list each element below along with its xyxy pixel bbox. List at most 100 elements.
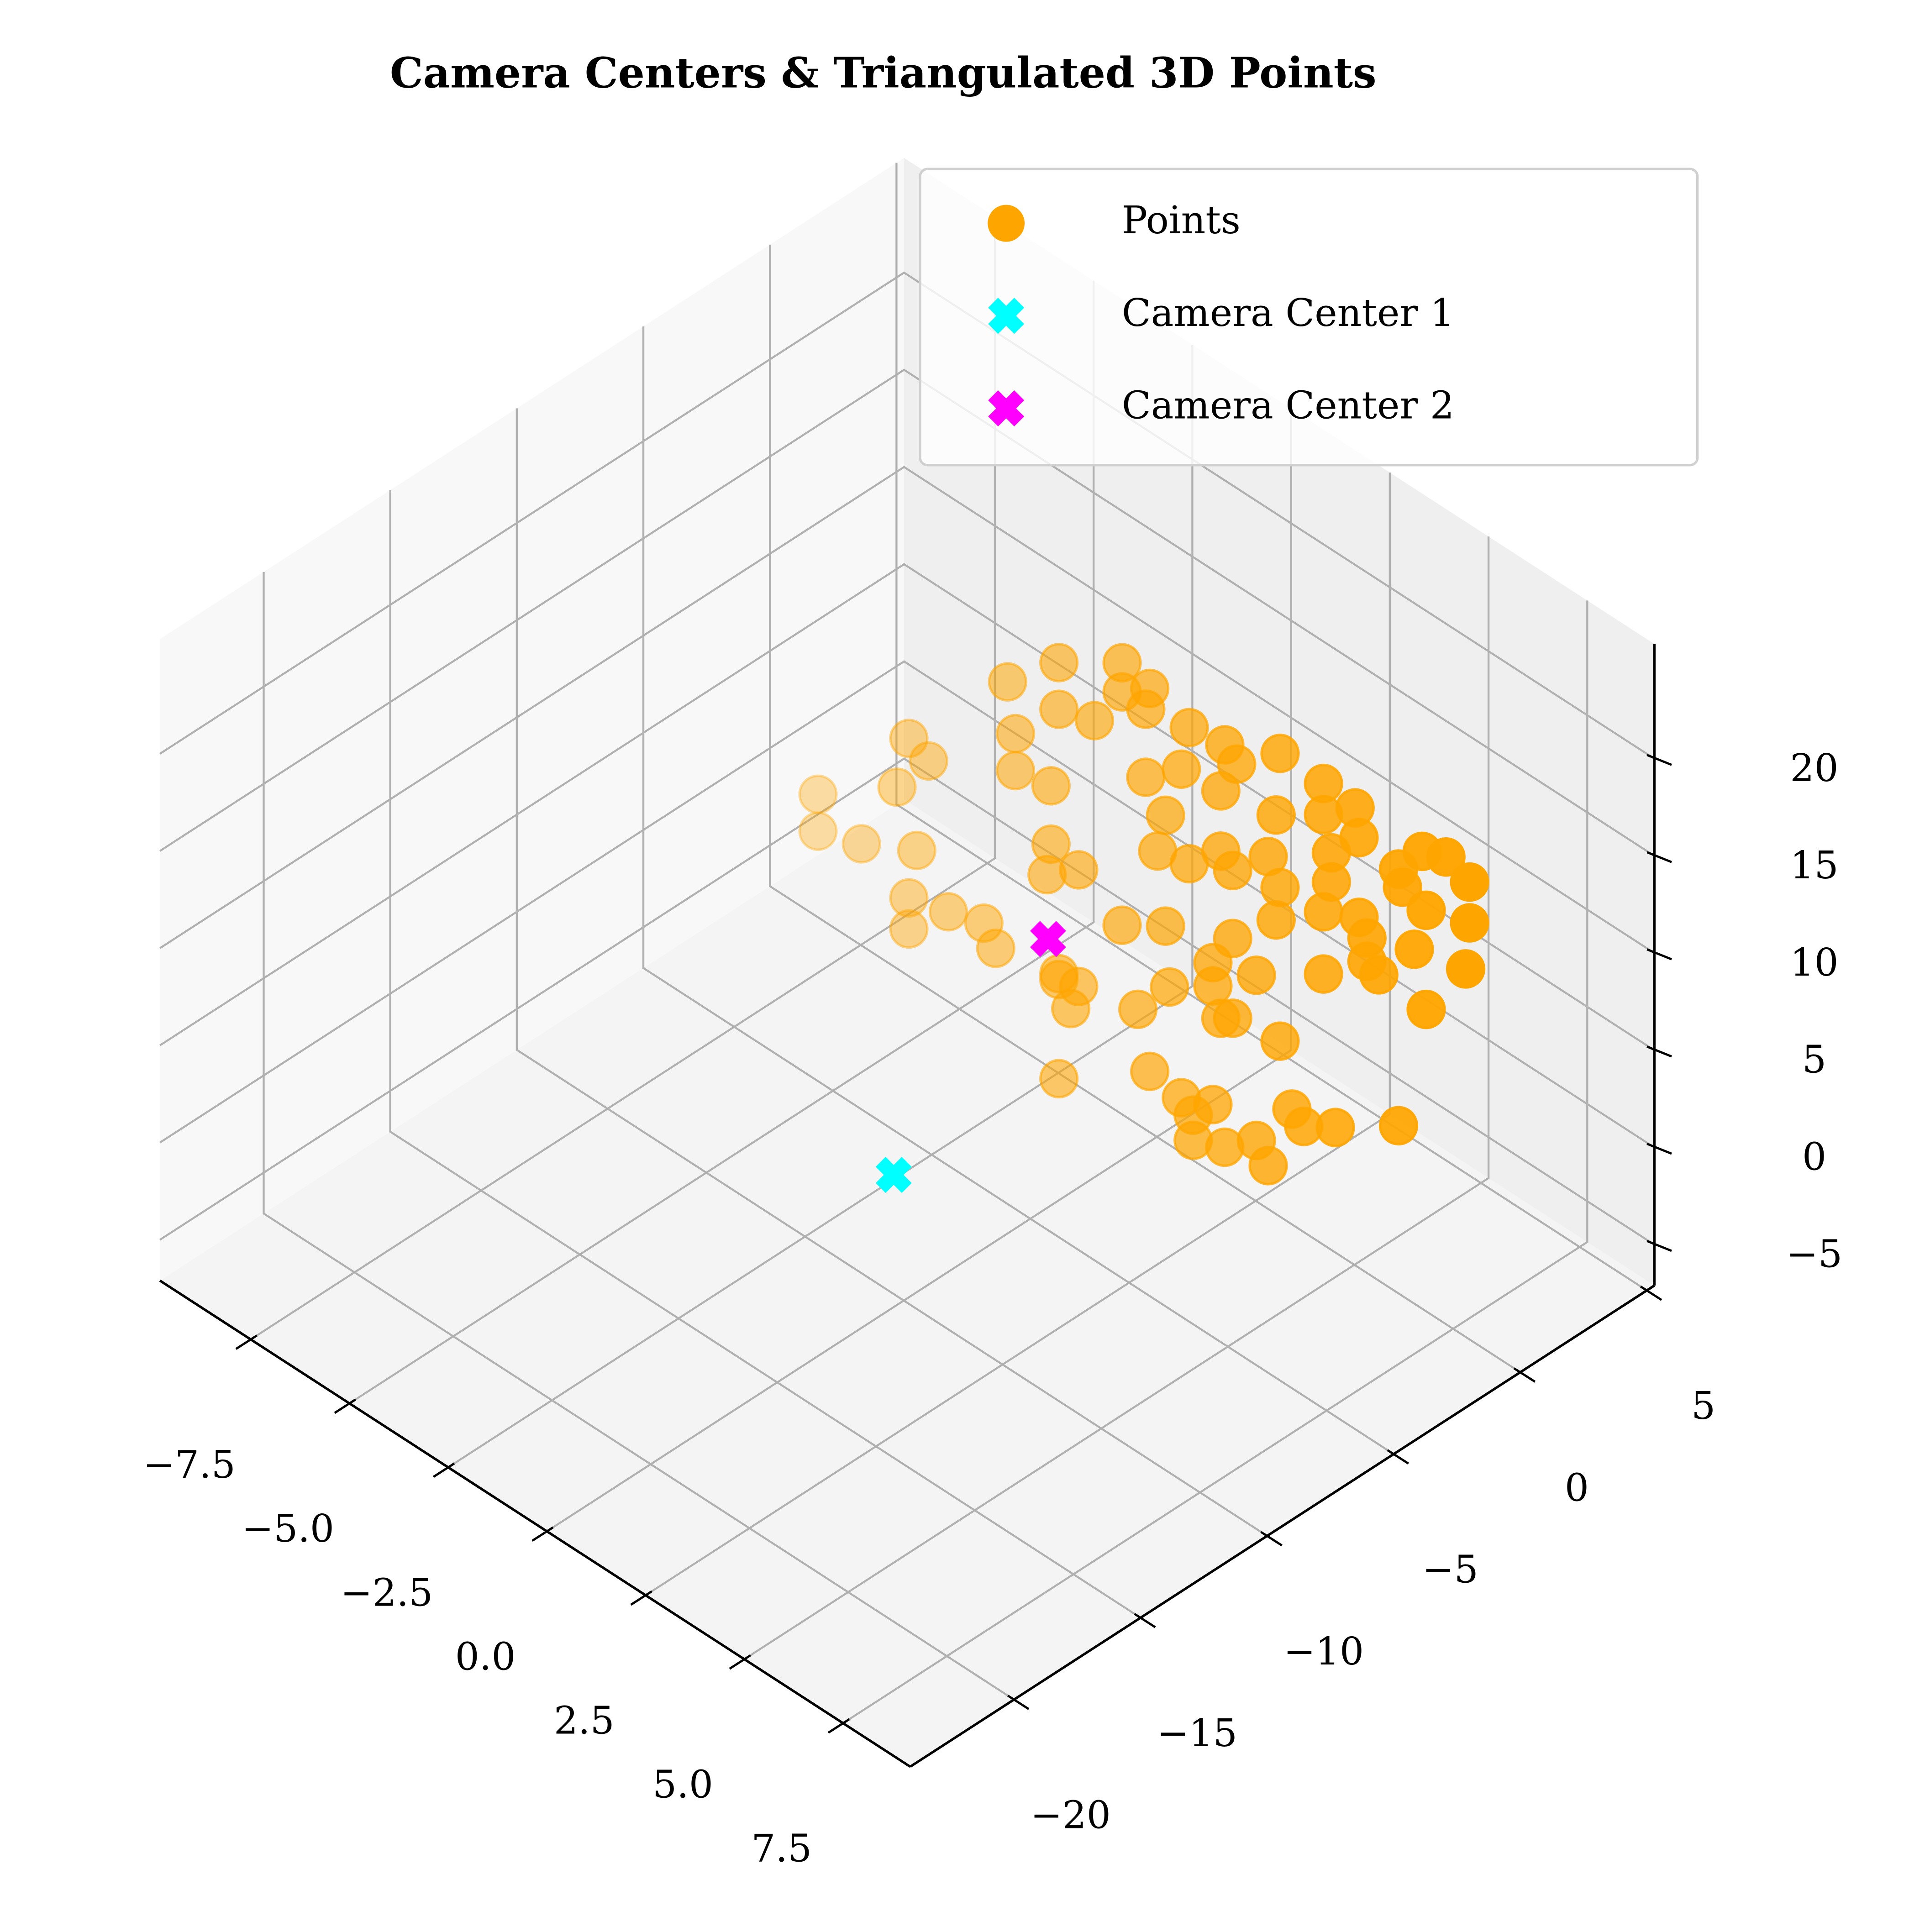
marks [798,643,1489,1193]
point [1260,734,1300,773]
point [1406,989,1446,1029]
point [1256,795,1296,835]
point [1378,849,1419,889]
z-tick-label: 0 [1802,1134,1826,1179]
x-tick-label: 7.5 [751,1826,812,1871]
z-tick-label: 15 [1790,843,1838,887]
x-tick-label: 0.0 [455,1634,516,1679]
point [1213,850,1252,890]
y-tick-label: −15 [1157,1711,1237,1755]
point [1426,837,1466,877]
x-tick [827,1718,850,1734]
y-tick [1007,1695,1030,1710]
point [1304,954,1343,994]
point [1031,824,1071,864]
point [1260,1021,1300,1061]
point [995,751,1036,791]
legend-marker [988,205,1025,242]
grid-line [389,490,1141,1619]
x-tick [531,1526,554,1542]
grid-line [769,244,1521,1373]
point [798,774,838,814]
x-tick-label: 2.5 [554,1698,615,1743]
x-tick [630,1590,652,1606]
point [897,830,936,871]
point [1146,795,1185,835]
chart-title: Camera Centers & Triangulated 3D Points [390,48,1377,97]
point [1173,1095,1213,1135]
x-axis [159,1279,911,1768]
axes: −7.5−5.0−2.5 0.0 2.5 5.0 7.5 −20 −15 −10 −5 0 5 −5 0… [143,644,1842,1871]
point [889,909,929,949]
point [1169,708,1209,748]
point [1394,929,1434,969]
y-tick [1134,1612,1156,1628]
z-tick [1646,948,1672,961]
point [1256,900,1296,940]
grid-line [515,408,1268,1537]
point [1074,701,1115,740]
legend-marker [988,390,1025,427]
point [1126,689,1166,729]
point [798,811,838,851]
z-tick-label: 20 [1790,746,1838,790]
legend-marker [988,298,1025,334]
grid-line [349,280,1095,1404]
x-tick [432,1462,455,1478]
grid-line [263,572,1015,1701]
point [1039,643,1079,682]
grid-line [159,466,1655,954]
point [1315,1108,1355,1148]
point [1146,906,1185,946]
point [909,741,948,781]
y-tick-label: −10 [1283,1629,1364,1674]
point [1213,998,1252,1038]
x-tick-label: 5.0 [652,1762,713,1806]
point [1311,862,1352,902]
point [1051,989,1091,1029]
grid-line [159,368,1655,857]
x-tick [235,1334,258,1350]
legend: Points Camera Center 1 Camera Center 2 [919,168,1699,467]
point [1031,766,1071,806]
point [1213,919,1252,959]
y-tick [1387,1449,1409,1465]
y-tick-label: 5 [1691,1383,1715,1428]
y-tick-label: −5 [1422,1547,1478,1592]
point [1126,757,1166,797]
y-axis [910,1284,1655,1768]
z-tick-label: 10 [1790,940,1838,985]
grid-line [744,536,1490,1660]
point [1446,949,1486,989]
z-tick [1646,1143,1672,1155]
point [1162,749,1201,789]
y-tick-label: −20 [1031,1792,1111,1837]
point [995,714,1036,754]
point [1150,967,1189,1007]
point [1236,956,1276,995]
x-tick [729,1654,752,1670]
grid-line [159,271,1655,760]
camera-marker [1030,921,1066,957]
bottom-pane [160,799,1655,1767]
point [1450,862,1489,902]
grid-line [447,345,1194,1469]
point [1450,903,1489,943]
point [1039,689,1079,729]
point [889,878,929,918]
legend-label: Camera Center 2 [1122,383,1454,427]
y-tick [1260,1531,1283,1547]
z-tick-label: −5 [1786,1231,1842,1276]
point [1039,1059,1079,1099]
y-tick-label: 0 [1565,1465,1589,1510]
grid-line [642,326,1394,1455]
z-tick [1646,754,1672,766]
x-tick [334,1398,357,1414]
point [1130,1051,1170,1092]
point [889,719,929,758]
y-tick [1640,1285,1662,1301]
legend-label: Camera Center 1 [1122,290,1454,335]
point [877,767,917,807]
z-tick [1646,851,1672,863]
